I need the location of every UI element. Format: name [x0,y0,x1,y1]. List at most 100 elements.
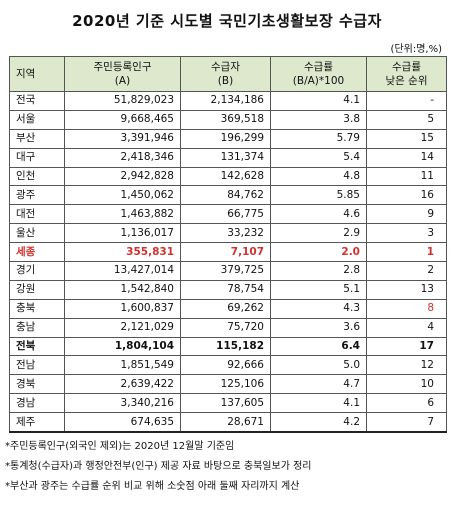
cell-region: 제주 [9,412,65,434]
cell-rank: 14 [366,147,447,168]
cell-region: 대전 [9,204,65,225]
cell-population: 1,136,017 [64,223,181,244]
cell-rank: 17 [366,336,447,357]
cell-recipients: 75,720 [180,317,271,338]
cell-rank: 1 [366,242,447,263]
cell-recipients: 69,262 [180,298,271,319]
cell-recipients: 142,628 [180,166,271,187]
page-title: 2020년 기준 시도별 국민기초생활보장 수급자 [72,12,382,30]
header-population-line1: 주민등록인구 [93,61,152,73]
cell-region: 세종 [9,242,65,263]
cell-population: 1,804,104 [64,336,181,357]
cell-rank: 10 [366,374,447,395]
cell-recipients: 66,775 [180,204,271,225]
footnote: *부산과 광주는 수급률 순위 비교 위해 소숫점 아래 둘째 자리까지 계산 [5,481,300,492]
cell-region: 대구 [9,147,65,168]
table-row: 충남 2,121,029 75,720 3.6 4 [9,317,447,338]
cell-region: 전북 [9,336,65,357]
cell-rate: 6.4 [270,336,367,357]
table-row: 충북 1,600,837 69,262 4.3 8 [9,298,447,319]
cell-population: 2,942,828 [64,166,181,187]
cell-rate: 4.3 [270,298,367,319]
cell-rate: 5.4 [270,147,367,168]
cell-population: 3,391,946 [64,128,181,149]
cell-rank: 7 [366,412,447,434]
cell-recipients: 137,605 [180,393,271,414]
cell-recipients: 196,299 [180,128,271,149]
cell-rate: 4.1 [270,393,367,414]
header-recipients-line2: (B) [217,75,234,87]
table-row: 울산 1,136,017 33,232 2.9 3 [9,223,447,244]
cell-population: 2,121,029 [64,317,181,338]
header-population-line2: (A) [114,75,131,87]
header-rate-line2: (B/A)*100 [292,75,345,87]
cell-rank: 8 [366,298,447,319]
cell-rate: 2.9 [270,223,367,244]
cell-recipients: 92,666 [180,355,271,376]
table-row: 경남 3,340,216 137,605 4.1 6 [9,393,447,414]
cell-rank: 13 [366,279,447,300]
cell-recipients: 78,754 [180,279,271,300]
cell-region: 강원 [9,279,65,300]
cell-rank: - [366,91,447,111]
cell-rate: 2.0 [270,242,367,263]
cell-rate: 3.6 [270,317,367,338]
cell-region: 전남 [9,355,65,376]
cell-population: 13,427,014 [64,261,181,281]
cell-rate: 2.8 [270,261,367,281]
cell-region: 서울 [9,109,65,130]
table-row: 경북 2,639,422 125,106 4.7 10 [9,374,447,395]
cell-rank: 2 [366,261,447,281]
footnote: *주민등록인구(외국인 제외)는 2020년 12월말 기준임 [5,441,235,452]
cell-rank: 11 [366,166,447,187]
cell-population: 2,639,422 [64,374,181,395]
table-row: 강원 1,542,840 78,754 5.1 13 [9,279,447,300]
cell-region: 인천 [9,166,65,187]
cell-recipients: 28,671 [180,412,271,434]
cell-rank: 3 [366,223,447,244]
table-row: 제주 674,635 28,671 4.2 7 [9,412,447,434]
header-region: 지역 [9,56,65,92]
cell-recipients: 379,725 [180,261,271,281]
cell-population: 1,851,549 [64,355,181,376]
recipients-table: 지역 주민등록인구 (A) 수급자 (B) 수급률 (B/A)*100 수급률 … [9,56,447,434]
cell-population: 355,831 [64,242,181,263]
table-header: 지역 주민등록인구 (A) 수급자 (B) 수급률 (B/A)*100 수급률 … [9,56,447,92]
cell-rate: 4.2 [270,412,367,434]
header-recipients-line1: 수급자 [211,61,240,73]
cell-rank: 5 [366,109,447,130]
cell-population: 2,418,346 [64,147,181,168]
footnote: *통계청(수급자)과 행정안전부(인구) 제공 자료 바탕으로 충북일보가 정리 [5,461,312,472]
cell-population: 674,635 [64,412,181,434]
cell-rate: 4.1 [270,91,367,111]
cell-recipients: 369,518 [180,109,271,130]
cell-rank: 16 [366,185,447,206]
cell-population: 1,463,882 [64,204,181,225]
cell-rate: 4.7 [270,374,367,395]
cell-rank: 9 [366,204,447,225]
footnotes: *주민등록인구(외국인 제외)는 2020년 12월말 기준임 *통계청(수급자… [5,437,311,497]
cell-rate: 5.1 [270,279,367,300]
cell-recipients: 7,107 [180,242,271,263]
header-rate-line1: 수급률 [304,61,333,73]
cell-region: 경남 [9,393,65,414]
cell-recipients: 33,232 [180,223,271,244]
header-rank-line1: 수급률 [392,61,421,73]
cell-rate: 4.8 [270,166,367,187]
table-row: 부산 3,391,946 196,299 5.79 15 [9,128,447,149]
cell-population: 1,600,837 [64,298,181,319]
table-row: 대전 1,463,882 66,775 4.6 9 [9,204,447,225]
cell-population: 9,668,465 [64,109,181,130]
table-row: 광주 1,450,062 84,762 5.85 16 [9,185,447,206]
table-row-highlight-jeonbuk: 전북 1,804,104 115,182 6.4 17 [9,336,447,357]
header-population: 주민등록인구 (A) [64,56,181,92]
cell-rate: 5.0 [270,355,367,376]
cell-region: 전국 [9,91,65,111]
cell-rank: 15 [366,128,447,149]
cell-population: 1,450,062 [64,185,181,206]
table-row: 대구 2,418,346 131,374 5.4 14 [9,147,447,168]
cell-population: 51,829,023 [64,91,181,111]
cell-rate: 5.79 [270,128,367,149]
table-row: 전국 51,829,023 2,134,186 4.1 - [9,91,447,111]
cell-region: 충북 [9,298,65,319]
